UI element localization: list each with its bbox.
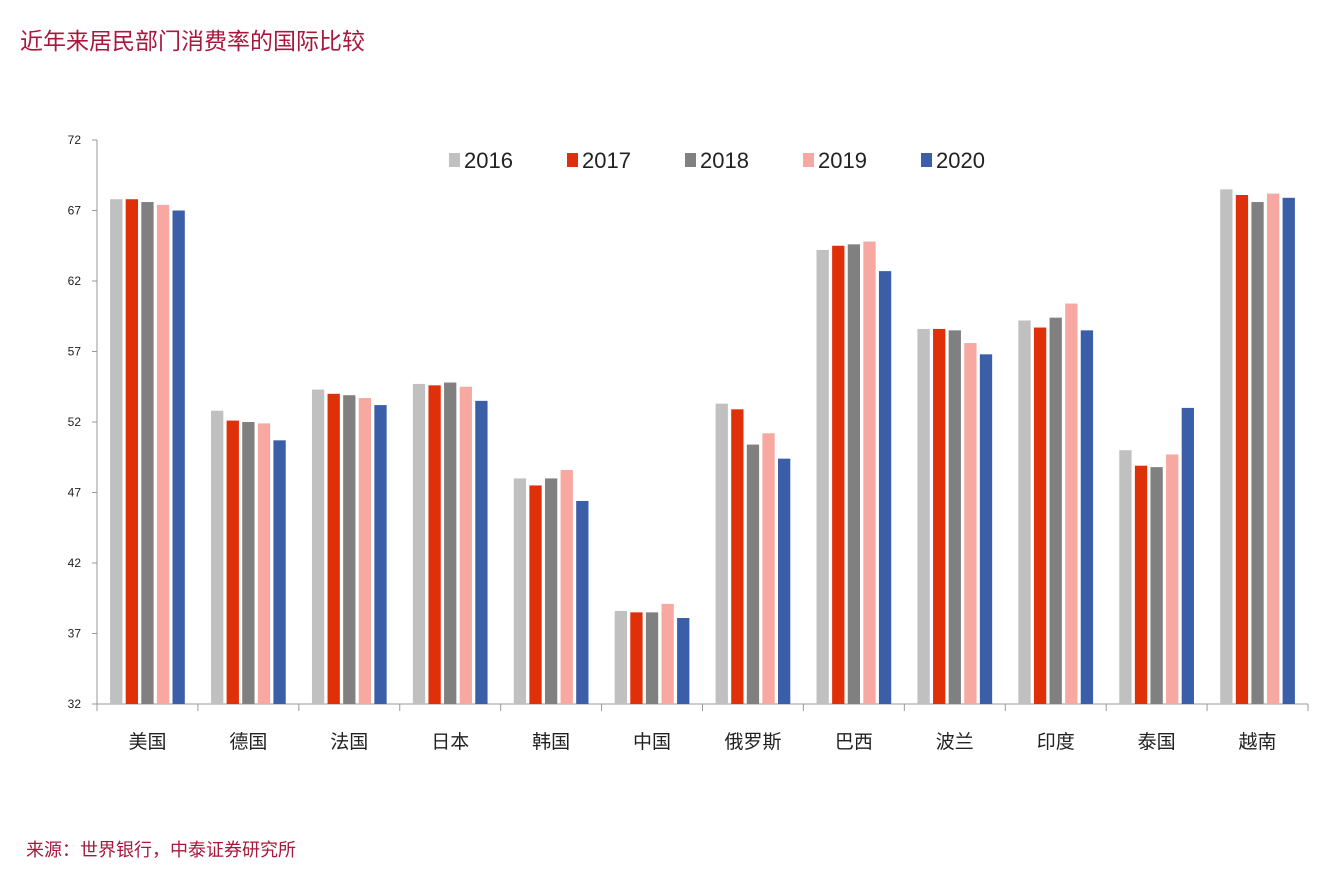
- chart-title: 近年来居民部门消费率的国际比较: [20, 29, 365, 55]
- x-tick-label: 巴西: [835, 731, 873, 753]
- bar: [979, 354, 993, 704]
- axes: 32 37 42 47 52 57 62 67 72 美国 德国 法国 日本 韩国 中国 俄罗斯 巴西 波兰 印度 泰…: [68, 133, 1309, 753]
- bar: [816, 249, 829, 705]
- bar: [847, 244, 861, 704]
- bar: [715, 403, 728, 704]
- bar: [273, 440, 286, 704]
- x-tick-label: 波兰: [936, 731, 974, 753]
- bar: [933, 328, 946, 704]
- legend-label: 2017: [582, 148, 631, 173]
- bar: [948, 330, 961, 704]
- bar: [560, 469, 573, 704]
- bar: [1220, 189, 1233, 705]
- bar: [226, 420, 239, 704]
- bar: [1049, 317, 1062, 704]
- y-tick-label: 47: [68, 486, 82, 500]
- bar: [1119, 450, 1132, 704]
- bar: [778, 458, 791, 704]
- bar: [125, 199, 139, 704]
- y-tick-label: 67: [68, 204, 82, 218]
- y-tick-label: 52: [68, 415, 82, 429]
- x-tick-label: 中国: [633, 731, 671, 753]
- bar: [1033, 327, 1047, 704]
- bar: [1018, 320, 1031, 704]
- bar: [1134, 465, 1148, 704]
- bar: [327, 393, 340, 704]
- bar: [358, 398, 372, 704]
- y-tick-label: 57: [68, 345, 82, 359]
- legend-label: 2016: [464, 148, 513, 173]
- y-tick-label: 42: [68, 556, 82, 570]
- bar: [544, 478, 558, 704]
- legend: 2016 2017 2018 2019 2020: [449, 148, 985, 173]
- legend-label: 2020: [936, 148, 985, 173]
- bar: [242, 422, 255, 704]
- bar: [110, 199, 123, 704]
- bar: [917, 328, 930, 704]
- bar: [428, 385, 441, 704]
- legend-swatch: [449, 153, 460, 167]
- legend-swatch: [803, 153, 814, 167]
- bar: [576, 500, 589, 704]
- bar: [1150, 467, 1163, 704]
- bar: [513, 478, 527, 704]
- y-tick-label: 32: [68, 697, 82, 711]
- bar: [964, 343, 977, 704]
- y-tick-label: 72: [68, 133, 82, 147]
- bar: [863, 241, 876, 704]
- x-tick-label: 德国: [229, 731, 267, 753]
- bar: [475, 400, 488, 704]
- bar: [1181, 407, 1194, 704]
- bar: [878, 271, 892, 704]
- x-tick-label: 越南: [1239, 731, 1277, 753]
- source-note: 来源：世界银行，中泰证券研究所: [26, 840, 296, 861]
- bar: [645, 612, 659, 704]
- legend-swatch: [567, 153, 578, 167]
- bars: [110, 189, 1295, 705]
- bar: [257, 423, 271, 704]
- bar: [156, 204, 170, 705]
- bar: [374, 405, 387, 704]
- bar: [1251, 202, 1264, 705]
- bar: [762, 433, 775, 704]
- bar: [1282, 197, 1295, 704]
- bar: [1166, 454, 1179, 704]
- bar: [529, 485, 542, 704]
- legend-swatch: [685, 153, 696, 167]
- bar: [412, 383, 426, 704]
- bar: [731, 409, 744, 704]
- bar: [1065, 303, 1078, 704]
- x-tick-label: 韩国: [532, 731, 570, 753]
- bar: [661, 603, 674, 704]
- legend-swatch: [921, 153, 932, 167]
- bar: [311, 389, 325, 704]
- bar: [614, 610, 627, 704]
- x-tick-label: 美国: [128, 731, 166, 753]
- bar: [343, 395, 356, 704]
- bar: [1266, 193, 1280, 704]
- bar: [1080, 330, 1094, 704]
- bar: [444, 382, 457, 704]
- x-tick-label: 俄罗斯: [724, 731, 781, 753]
- bar: [1235, 194, 1249, 705]
- bar: [630, 612, 643, 704]
- bar: [141, 202, 154, 705]
- bar: [832, 245, 845, 704]
- bar: [172, 210, 185, 704]
- bar: [746, 444, 760, 704]
- y-tick-label: 37: [68, 627, 82, 641]
- x-tick-label: 泰国: [1138, 731, 1176, 753]
- legend-label: 2019: [818, 148, 867, 173]
- x-tick-label: 印度: [1037, 731, 1075, 753]
- bar: [677, 617, 690, 704]
- y-tick-label: 62: [68, 274, 82, 288]
- x-tick-label: 日本: [431, 731, 469, 753]
- x-tick-label: 法国: [330, 731, 368, 753]
- bar: [211, 410, 224, 704]
- bar: [459, 386, 472, 704]
- legend-label: 2018: [700, 148, 749, 173]
